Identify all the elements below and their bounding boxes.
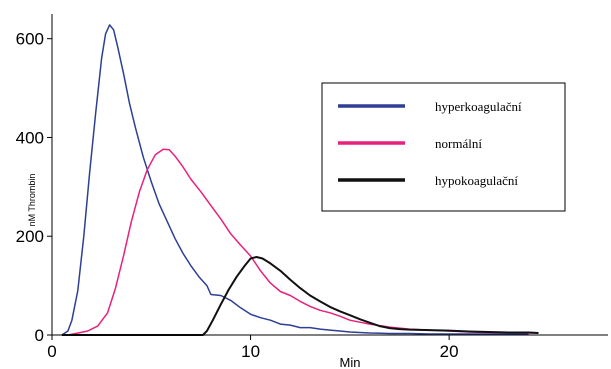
x-axis-label: Min xyxy=(340,355,361,369)
y-tick-label: 400 xyxy=(16,128,44,147)
series-line-1 xyxy=(61,24,529,336)
x-tick-label: 10 xyxy=(241,342,260,361)
x-ticks: 0 10 20 xyxy=(47,335,459,361)
legend-items: hyperkoagulační normální hypokoagulační xyxy=(338,99,522,188)
legend-label-1: hyperkoagulační xyxy=(435,99,522,114)
y-tick-label: 0 xyxy=(35,326,44,345)
legend-label-3: hypokoagulační xyxy=(435,173,518,188)
axes: 0 200 400 600 0 10 20 xyxy=(16,14,608,361)
y-axis-label: nM Thrombin xyxy=(27,174,37,227)
y-ticks: 0 200 400 600 xyxy=(16,30,52,345)
y-tick-label: 200 xyxy=(16,227,44,246)
x-tick-label: 20 xyxy=(440,342,459,361)
series-line-3 xyxy=(61,256,539,336)
y-tick-label: 600 xyxy=(16,30,44,49)
legend-label-2: normální xyxy=(435,136,482,151)
x-tick-label: 0 xyxy=(47,342,56,361)
series-layer xyxy=(61,24,539,336)
legend: hyperkoagulační normální hypokoagulační xyxy=(321,82,566,212)
